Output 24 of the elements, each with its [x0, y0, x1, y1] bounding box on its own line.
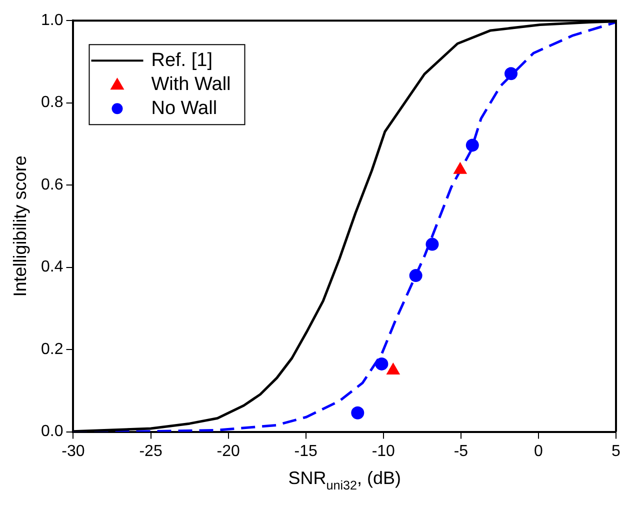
point	[426, 238, 439, 251]
x-tick-label: -25	[139, 442, 162, 460]
y-axis-title: Intelligibility score	[10, 156, 30, 297]
x-tick-label: -20	[216, 442, 240, 460]
y-tick-label: 0.8	[40, 94, 64, 112]
legend-label: Ref. [1]	[151, 50, 212, 71]
x-tick-label: -15	[294, 442, 318, 460]
x-tick-label: 5	[612, 442, 621, 460]
point	[504, 67, 518, 80]
x-tick-label: 0	[534, 442, 544, 460]
x-tick-label: -30	[62, 442, 85, 460]
point	[466, 138, 479, 152]
x-tick-label: -5	[454, 442, 468, 460]
point	[351, 406, 364, 420]
legend-label: No Wall	[151, 98, 218, 119]
y-tick-label: 1.0	[40, 12, 64, 30]
y-tick-label: 0.0	[40, 423, 64, 440]
point	[375, 357, 388, 370]
legend-label: With Wall	[151, 74, 231, 95]
y-tick-label: 0.6	[40, 176, 64, 194]
x-tick-label: -10	[372, 442, 396, 460]
point	[409, 269, 422, 282]
y-tick-label: 0.4	[40, 258, 64, 276]
y-tick-label: 0.2	[40, 340, 64, 358]
